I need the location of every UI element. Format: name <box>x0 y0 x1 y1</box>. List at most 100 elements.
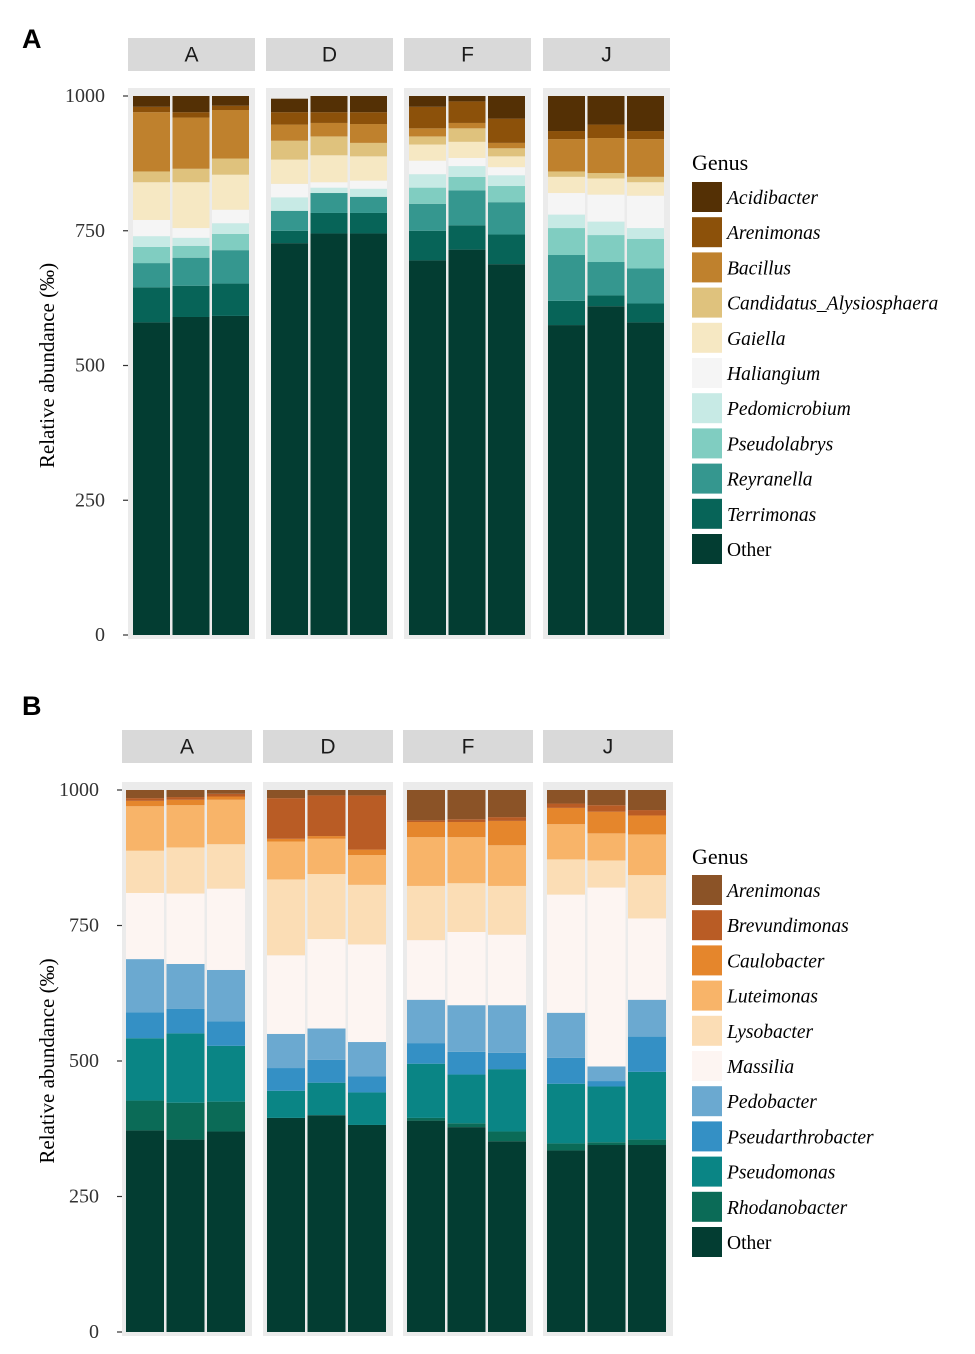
bar-segment-other <box>409 260 446 635</box>
facet-strip-label: F <box>462 736 475 759</box>
bar-segment-pedomicrobium <box>409 174 446 188</box>
bar-segment-arenimonas <box>271 112 308 125</box>
bar-segment-acidibacter <box>212 96 249 106</box>
bar-segment-arenimonas <box>548 131 585 140</box>
legend-swatch-acidibacter <box>692 182 722 212</box>
bar-segment-pseudolabrys <box>448 176 486 191</box>
legend-label-bacillus: Bacillus <box>727 258 791 279</box>
facet-strip-label: D <box>322 44 337 67</box>
legend-label-rhodanobacter: Rhodanobacter <box>726 1198 848 1219</box>
bar-segment-other <box>447 1127 486 1332</box>
legend-label-arenimonas: Arenimonas <box>725 223 821 244</box>
bar-segment-luteimonas <box>628 834 666 876</box>
bar-segment-pseudomonas <box>587 1086 626 1143</box>
bar-segment-pedomicrobium <box>172 237 210 246</box>
bar-segment-luteimonas <box>166 805 205 848</box>
bar-segment-pseudarthrobacter <box>166 1008 205 1034</box>
legend-swatch-brevundimonas <box>692 910 722 941</box>
bar-segment-pseudomonas <box>207 1045 245 1102</box>
bar-segment-bacillus <box>548 139 585 172</box>
bar-segment-arenimonas <box>448 101 486 123</box>
legend-swatch-rhodanobacter <box>692 1191 722 1222</box>
bar-segment-gaiella <box>627 182 664 196</box>
bar-segment-pseudomonas <box>166 1033 205 1103</box>
bar-segment-pedomicrobium <box>627 228 664 239</box>
bar-segment-acidibacter <box>448 96 486 102</box>
legend-label-other: Other <box>727 540 772 561</box>
bar-segment-gaiella <box>310 155 348 183</box>
bar-segment-pseudarthrobacter <box>207 1021 245 1046</box>
bar-segment-arenimonas <box>407 790 445 821</box>
bar-segment-pedobacter <box>488 1005 526 1053</box>
bar-segment-pseudomonas <box>407 1063 445 1118</box>
bar-segment-caulobacter <box>126 800 164 807</box>
bar-segment-pseudomonas <box>547 1083 585 1144</box>
bar-segment-arenimonas <box>627 131 664 140</box>
bar-segment-reyranella <box>172 257 210 286</box>
facet-strip-label: A <box>180 736 194 759</box>
legend-label-haliangium: Haliangium <box>726 364 820 385</box>
facet-strip-label: D <box>320 736 335 759</box>
y-tick-label: 0 <box>95 624 105 646</box>
bar-segment-massilia <box>547 894 585 1013</box>
bar-segment-other <box>348 1124 386 1332</box>
y-axis-title: Relative abundance (‰) <box>35 958 59 1163</box>
legend-swatch-reyranella <box>692 463 722 494</box>
bar-segment-arenimonas <box>126 790 164 799</box>
bar-segment-pedobacter <box>587 1066 626 1082</box>
bar-segment-acidibacter <box>548 96 585 132</box>
bar-segment-lysobacter <box>488 885 526 935</box>
bar-segment-reyranella <box>212 250 249 284</box>
bar-segment-massilia <box>407 940 445 1000</box>
bar-segment-acidibacter <box>409 96 446 107</box>
bar-segment-candidatus_alysiosphaera <box>409 136 446 145</box>
bar-segment-massilia <box>447 932 486 1006</box>
legend-label-candidatus_alysiosphaera: Candidatus_Alysiosphaera <box>727 294 939 315</box>
legend-label-luteimonas: Luteimonas <box>726 987 818 1008</box>
bar-segment-rhodanobacter <box>166 1102 205 1140</box>
bar-segment-gaiella <box>212 174 249 210</box>
y-tick-label: 500 <box>75 355 105 377</box>
bar-segment-reyranella <box>488 202 525 235</box>
bar-segment-massilia <box>207 888 245 970</box>
bar-segment-bacillus <box>488 142 525 149</box>
bar-segment-other <box>207 1131 245 1332</box>
bar-segment-pedobacter <box>447 1005 486 1052</box>
legend-label-pseudomonas: Pseudomonas <box>726 1163 835 1184</box>
bar-segment-luteimonas <box>488 845 526 886</box>
bar-segment-haliangium <box>350 180 387 189</box>
legend-label-reyranella: Reyranella <box>726 470 813 491</box>
bar-segment-acidibacter <box>587 96 625 125</box>
bar-segment-terrimonas <box>212 283 249 316</box>
bar-segment-terrimonas <box>271 230 308 244</box>
bar-segment-terrimonas <box>448 225 486 250</box>
bar-segment-pseudomonas <box>488 1069 526 1132</box>
bar-segment-other <box>548 325 585 635</box>
bar-segment-arenimonas <box>350 112 387 125</box>
bar-segment-arenimonas <box>547 790 585 804</box>
bar-segment-massilia <box>307 939 346 1029</box>
bar-segment-pedobacter <box>348 1042 386 1077</box>
bar-segment-pseudarthrobacter <box>587 1081 626 1087</box>
bar-segment-haliangium <box>133 219 170 237</box>
bar-segment-gaiella <box>488 156 525 168</box>
bar-segment-candidatus_alysiosphaera <box>310 136 348 156</box>
bar-segment-haliangium <box>212 209 249 224</box>
legend-swatch-other <box>692 534 722 564</box>
y-axis-title: Relative abundance (‰) <box>35 263 59 468</box>
bar-segment-pedomicrobium <box>448 166 486 177</box>
bar-segment-pseudolabrys <box>548 228 585 256</box>
bar-segment-pseudomonas <box>307 1082 346 1116</box>
y-tick-label: 1000 <box>65 85 105 107</box>
bar-segment-pseudomonas <box>447 1074 486 1124</box>
bar-segment-pseudarthrobacter <box>267 1068 305 1091</box>
bar-segment-haliangium <box>548 193 585 215</box>
bar-segment-pedomicrobium <box>212 223 249 234</box>
bar-segment-gaiella <box>133 182 170 220</box>
bar-segment-luteimonas <box>587 833 626 861</box>
bar-segment-brevundimonas <box>447 819 486 822</box>
legend-label-other: Other <box>727 1233 772 1254</box>
bar-segment-reyranella <box>587 262 625 296</box>
bar-segment-brevundimonas <box>126 798 164 801</box>
bar-segment-pseudolabrys <box>133 246 170 264</box>
